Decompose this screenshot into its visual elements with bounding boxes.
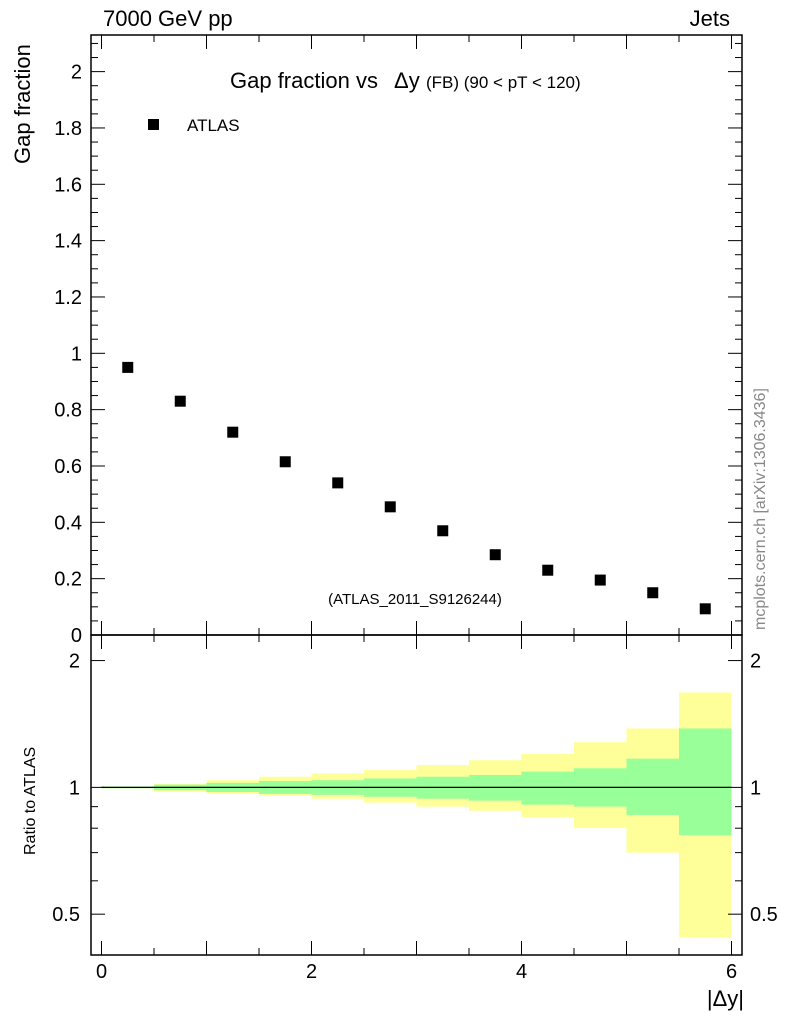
data-point xyxy=(489,549,501,561)
x-tick-label: 6 xyxy=(726,961,737,983)
data-point xyxy=(332,477,344,489)
data-point xyxy=(122,361,134,373)
data-point xyxy=(699,603,711,615)
chart-title-symbol: Δy xyxy=(394,68,420,93)
chart-title-detail: (FB) (90 < pT < 120) xyxy=(426,73,581,92)
top-y-tick-label: 1.4 xyxy=(54,231,82,253)
bottom-y-tick-label-right: 1 xyxy=(750,777,761,799)
x-axis-label: |Δy| xyxy=(706,986,744,1011)
top-y-tick-label: 1 xyxy=(71,343,82,365)
bottom-y-tick-label-right: 2 xyxy=(750,651,761,673)
bottom-y-tick-label-left: 0.5 xyxy=(52,904,80,926)
data-point xyxy=(542,564,554,576)
top-y-tick-label: 1.2 xyxy=(54,287,82,309)
header-left-label: 7000 GeV pp xyxy=(103,6,233,31)
data-point xyxy=(227,426,239,438)
bottom-y-tick-label-right: 0.5 xyxy=(750,904,778,926)
data-point xyxy=(647,587,659,599)
analysis-watermark: (ATLAS_2011_S9126244) xyxy=(328,591,502,608)
data-point xyxy=(437,525,449,537)
x-tick-label: 2 xyxy=(306,961,317,983)
legend-label: ATLAS xyxy=(187,116,240,135)
data-point xyxy=(384,501,396,513)
data-point xyxy=(279,456,291,468)
bottom-y-tick-label-left: 2 xyxy=(69,651,80,673)
top-y-tick-label: 0.2 xyxy=(54,569,82,591)
stat-uncertainty-band xyxy=(679,728,732,836)
top-y-tick-label: 0 xyxy=(71,625,82,647)
chart-title: Gap fraction vs xyxy=(230,68,378,93)
top-y-tick-label: 2 xyxy=(71,62,82,84)
top-y-tick-label: 0.8 xyxy=(54,400,82,422)
top-y-tick-label: 0.4 xyxy=(54,512,82,534)
legend-marker xyxy=(148,119,159,130)
stat-uncertainty-band xyxy=(521,771,574,805)
top-y-tick-label: 1.8 xyxy=(54,118,82,140)
x-tick-label: 0 xyxy=(96,961,107,983)
header-right-label: Jets xyxy=(689,6,730,31)
top-y-tick-label: 0.6 xyxy=(54,456,82,478)
bottom-y-tick-label-left: 1 xyxy=(69,777,80,799)
data-point xyxy=(174,395,186,407)
data-point xyxy=(594,574,606,586)
top-y-tick-label: 1.6 xyxy=(54,174,82,196)
x-tick-label: 4 xyxy=(516,961,527,983)
